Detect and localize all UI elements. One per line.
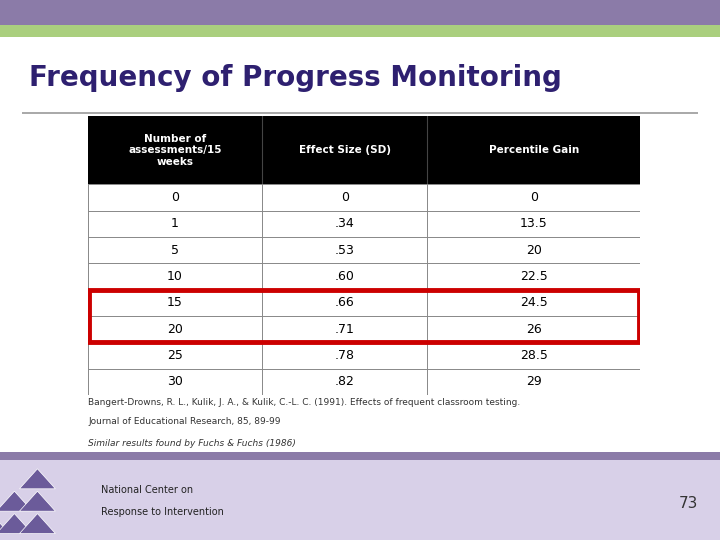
Text: .71: .71	[335, 323, 355, 336]
Text: Percentile Gain: Percentile Gain	[489, 145, 579, 155]
Text: Frequency of Progress Monitoring: Frequency of Progress Monitoring	[29, 64, 562, 92]
Text: 28.5: 28.5	[520, 349, 548, 362]
Text: Effect Size (SD): Effect Size (SD)	[299, 145, 391, 155]
Text: 24.5: 24.5	[520, 296, 548, 309]
Text: 15: 15	[167, 296, 183, 309]
Text: .82: .82	[335, 375, 355, 388]
Text: Response to Intervention: Response to Intervention	[101, 507, 224, 517]
Text: Bangert-Drowns, R. L., Kulik, J. A., & Kulik, C.-L. C. (1991). Effects of freque: Bangert-Drowns, R. L., Kulik, J. A., & K…	[88, 398, 521, 407]
Bar	[88, 184, 640, 211]
Text: 1: 1	[171, 218, 179, 231]
Text: 26: 26	[526, 323, 541, 336]
Bar	[88, 369, 640, 395]
Bar	[88, 237, 640, 264]
Text: Journal of Educational Research, 85, 89-99: Journal of Educational Research, 85, 89-…	[88, 417, 281, 426]
Bar	[88, 316, 640, 342]
Text: .66: .66	[335, 296, 354, 309]
Bar	[88, 116, 640, 184]
Polygon shape	[0, 491, 32, 511]
Text: 22.5: 22.5	[520, 270, 548, 283]
Text: 29: 29	[526, 375, 541, 388]
Text: 10: 10	[167, 270, 183, 283]
Text: Number of
assessments/15
weeks: Number of assessments/15 weeks	[128, 133, 222, 167]
Text: .60: .60	[335, 270, 355, 283]
Polygon shape	[19, 514, 55, 534]
Text: .78: .78	[335, 349, 355, 362]
Text: .53: .53	[335, 244, 355, 256]
Bar	[88, 211, 640, 237]
Bar	[89, 289, 639, 342]
Text: 20: 20	[526, 244, 541, 256]
Text: 0: 0	[341, 191, 348, 204]
Text: 5: 5	[171, 244, 179, 256]
Text: 0: 0	[530, 191, 538, 204]
Bar	[88, 289, 640, 316]
Text: 25: 25	[167, 349, 183, 362]
Text: Similar results found by Fuchs & Fuchs (1986): Similar results found by Fuchs & Fuchs (…	[88, 439, 296, 448]
Polygon shape	[0, 514, 9, 534]
Bar	[88, 342, 640, 369]
Text: 13.5: 13.5	[520, 218, 548, 231]
Text: .34: .34	[335, 218, 354, 231]
Text: 73: 73	[679, 496, 698, 511]
Polygon shape	[19, 469, 55, 489]
Text: 0: 0	[171, 191, 179, 204]
Text: 20: 20	[167, 323, 183, 336]
Bar	[88, 264, 640, 289]
Polygon shape	[0, 514, 32, 534]
Text: 30: 30	[167, 375, 183, 388]
Text: National Center on: National Center on	[101, 485, 193, 495]
Polygon shape	[19, 491, 55, 511]
